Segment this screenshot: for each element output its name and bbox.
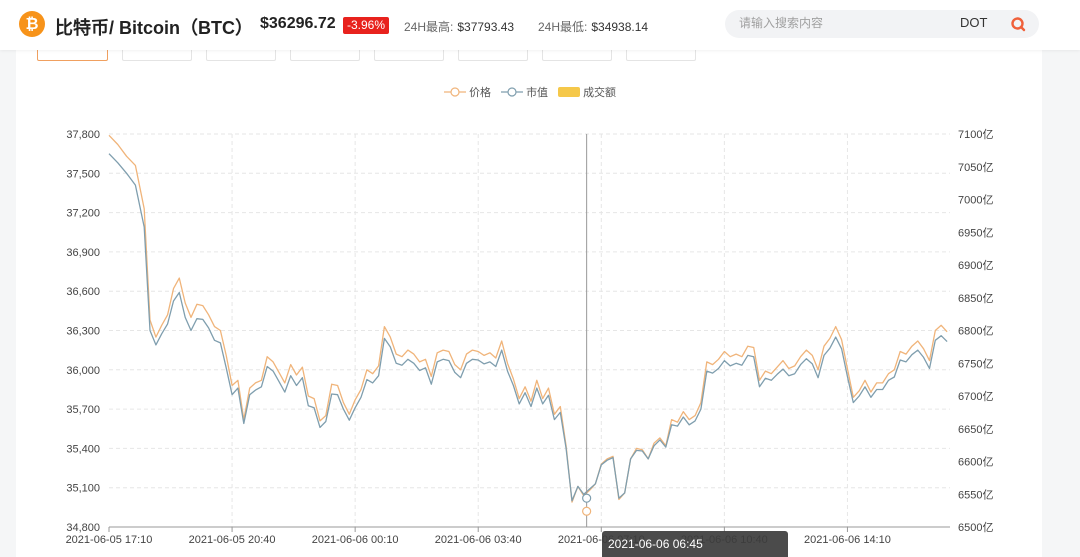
y-right-tick-label: 7100亿 [958,128,993,141]
y-right-tick-label: 6850亿 [958,292,993,305]
search-icon[interactable] [1010,16,1026,32]
timeframe-tab-4[interactable] [290,50,360,61]
x-tick-label: 2021-06-06 00:10 [312,534,399,546]
timeframe-tab-7[interactable] [542,50,612,61]
x-tick-label: 2021-06-06 14:10 [804,534,891,546]
y-right-tick-label: 6800亿 [958,325,993,338]
timeframe-tab-6[interactable] [458,50,528,61]
y-right-tick-label: 7050亿 [958,161,993,174]
y-right-tick-label: 6600亿 [958,456,993,469]
legend-price-marker-icon [444,87,466,97]
coin-title: 比特币/ Bitcoin（BTC） [55,18,253,38]
x-tick-label: 2021-06-06 03:40 [435,534,522,546]
price-series-line [108,134,948,503]
low-24h: 24H最低: $34938.14 [538,18,648,35]
legend-market-cap-marker-icon [501,87,523,97]
current-price: $36296.72 [260,15,336,32]
timeframe-tab-8[interactable] [626,50,696,61]
legend-item-market-cap[interactable]: 市值 [501,84,548,100]
y-left-tick-label: 37,200 [66,208,100,220]
x-tick-label: 2021-06-05 20:40 [189,534,276,546]
legend-market-cap-label: 市值 [526,87,549,99]
y-left-tick-label: 37,500 [66,168,100,180]
crosshair-tooltip: 2021-06-06 06:45 [602,531,788,557]
legend-volume-marker-icon [558,87,580,97]
market-cap-series-line [108,153,948,502]
y-left-tick-label: 35,700 [66,404,100,416]
y-left-tick-label: 35,400 [66,443,100,455]
price-highlight-point [582,506,592,516]
timeframe-tab-1[interactable] [37,50,108,61]
low-24h-label: 24H最低: [538,20,588,34]
search-input[interactable] [739,16,949,30]
y-left-tick-label: 36,300 [66,326,100,338]
bitcoin-logo-icon: ₿ [19,11,45,37]
y-right-tick-label: 6750亿 [958,357,993,370]
market-cap-highlight-point [582,493,592,503]
y-right-tick-label: 6900亿 [958,259,993,272]
y-right-tick-label: 6700亿 [958,390,993,403]
y-left-tick-label: 35,100 [66,483,100,495]
change-badge: -3.96% [343,17,390,34]
y-left-tick-label: 36,000 [66,365,100,377]
y-right-tick-label: 6550亿 [958,488,993,501]
x-tick-label: 2021-06-05 17:10 [66,534,153,546]
legend-volume-label: 成交额 [583,87,617,99]
y-left-tick-label: 34,800 [66,522,100,534]
y-left-tick-label: 36,600 [66,286,100,298]
y-left-tick-label: 36,900 [66,247,100,259]
y-right-tick-label: 7000亿 [958,194,993,207]
legend-item-volume[interactable]: 成交额 [558,84,616,100]
high-24h-label: 24H最高: [404,20,454,34]
y-right-tick-label: 6500亿 [958,521,993,534]
high-24h-value: $37793.43 [457,20,515,34]
timeframe-tab-2[interactable] [122,50,192,61]
y-right-tick-label: 6650亿 [958,423,993,436]
y-right-tick-label: 6950亿 [958,226,993,239]
search-coin-tag[interactable]: DOT [960,15,988,30]
header-bar: ₿ 比特币/ Bitcoin（BTC） $36296.72 -3.96% 24H… [0,0,1080,50]
timeframe-tab-3[interactable] [206,50,276,61]
high-24h: 24H最高: $37793.43 [404,18,514,35]
legend-price-label: 价格 [469,87,492,99]
low-24h-value: $34938.14 [591,20,649,34]
timeframe-tab-5[interactable] [374,50,444,61]
search-box [725,10,1039,38]
legend-item-price[interactable]: 价格 [444,84,491,100]
y-left-tick-label: 37,800 [66,129,100,141]
timeframe-tabs [16,50,1042,62]
